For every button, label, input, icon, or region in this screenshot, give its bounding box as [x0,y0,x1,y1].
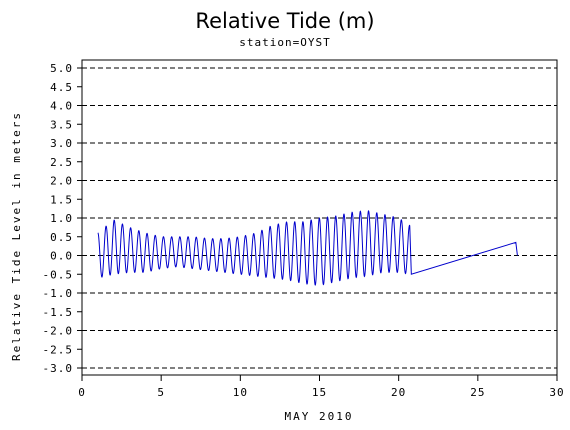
y-tick-label: -2.0 [43,325,74,338]
y-tick-label: 1.5 [50,193,73,206]
x-axis-label: MAY 2010 [285,410,354,423]
chart-subtitle: station=OYST [239,36,330,49]
y-tick-label: -1.0 [43,287,74,300]
x-tick-label: 25 [470,386,485,399]
y-tick-label: 0.5 [50,231,73,244]
y-tick-label: -2.5 [43,343,74,356]
y-tick-label: 1.0 [50,212,73,225]
series-layer [97,210,518,286]
y-tick-label: 5.0 [50,62,73,75]
y-tick-label: 2.5 [50,156,73,169]
x-axis: 0 5 10 15 20 25 30 [78,374,564,399]
y-tick-label: 2.0 [50,175,73,188]
x-tick-label: 15 [312,386,327,399]
y-axis: 5.0 4.5 4.0 3.5 3.0 2.5 2.0 1.5 1.0 0.5 0.0 -0.5 -1.… [43,60,83,375]
x-tick-label: 10 [233,386,248,399]
x-tick-label: 0 [78,386,86,399]
y-tick-label: 4.5 [50,81,73,94]
y-tick-label: 3.0 [50,137,73,150]
chart-title: Relative Tide (m) [195,9,374,33]
y-tick-label: -3.0 [43,362,74,375]
y-tick-label: 4.0 [50,100,73,113]
x-tick-label: 20 [391,386,406,399]
y-axis-label: Relative Tide Level in meters [10,111,23,361]
x-tick-label: 5 [157,386,165,399]
grid-lines [82,67,557,369]
series-line-0 [97,210,518,286]
y-tick-label: 3.5 [50,118,73,131]
y-tick-label: -0.5 [43,268,74,281]
x-tick-label: 30 [549,386,564,399]
y-tick-label: -1.5 [43,306,74,319]
y-tick-label: 0.0 [50,250,73,263]
